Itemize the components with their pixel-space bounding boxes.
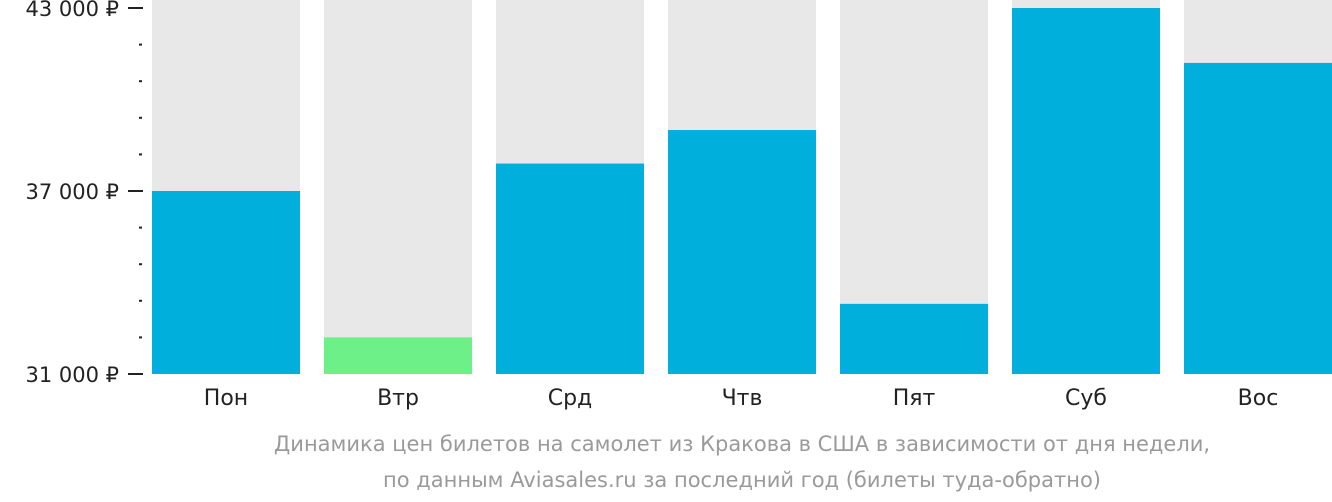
bar — [1184, 62, 1332, 375]
x-tick-label: Втр — [377, 386, 419, 411]
x-tick-label: Пят — [893, 386, 936, 411]
x-tick-label: Пон — [204, 386, 248, 411]
chart-caption-line-2: по данным Aviasales.ru за последний год … — [383, 468, 1101, 492]
bar — [152, 191, 300, 374]
x-tick-label: Вос — [1238, 386, 1279, 411]
x-tick-label: Суб — [1065, 386, 1107, 411]
bar — [668, 130, 816, 374]
chart-caption-line-1: Динамика цен билетов на самолет из Крако… — [273, 432, 1211, 456]
y-tick-label: 43 000 ₽ — [25, 0, 119, 21]
y-tick-label: 31 000 ₽ — [25, 363, 119, 387]
bar — [1012, 8, 1160, 374]
y-tick-label: 37 000 ₽ — [25, 180, 119, 204]
bar-min — [324, 337, 472, 374]
x-tick-label: Чтв — [722, 386, 763, 411]
x-tick-label: Срд — [548, 386, 593, 411]
bar — [496, 163, 644, 374]
bar — [840, 303, 988, 374]
bar-background — [324, 0, 472, 374]
